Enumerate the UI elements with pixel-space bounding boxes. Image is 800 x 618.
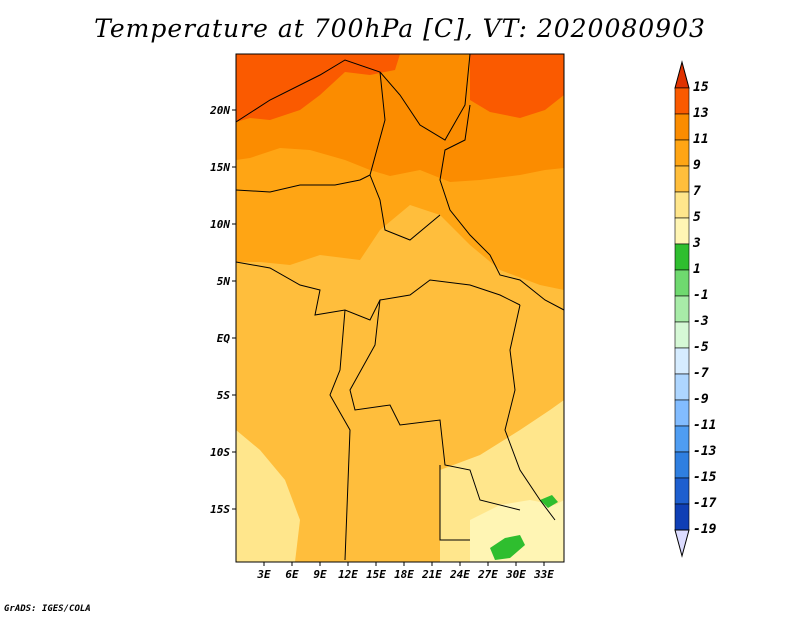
colorbar-swatch (674, 451, 690, 479)
colorbar-label: 11 (693, 132, 709, 147)
lat-label-5n: 5N (216, 275, 230, 288)
colorbar-swatch (674, 191, 690, 219)
field-1-3-b (540, 495, 558, 508)
colorbar-label: -5 (693, 340, 709, 355)
colorbar-label: 7 (693, 184, 701, 199)
lon-label-3e: 3E (257, 568, 271, 581)
colorbar-label: 15 (693, 80, 709, 95)
colorbar-label: -11 (693, 418, 717, 433)
lon-label-33e: 33E (534, 568, 554, 581)
colorbar-swatch (674, 139, 690, 167)
colorbar-bottom-arrow (674, 529, 690, 558)
lon-label-15e: 15E (366, 568, 386, 581)
colorbar-label: -7 (693, 366, 709, 381)
country-borders (236, 54, 564, 562)
axis-ticks (232, 109, 545, 566)
colorbar-label: -9 (693, 392, 709, 407)
colorbar-swatch (674, 347, 690, 375)
lat-label-eq: EQ (216, 332, 230, 345)
lon-label-9e: 9E (313, 568, 327, 581)
lon-label-30e: 30E (506, 568, 526, 581)
colorbar-label: 9 (693, 158, 701, 173)
colorbar-label: 5 (693, 210, 701, 225)
colorbar-swatch (674, 269, 690, 297)
colorbar (674, 60, 690, 558)
lat-label-20n: 20N (210, 104, 230, 117)
colorbar-swatch (674, 399, 690, 427)
colorbar-swatch (674, 165, 690, 193)
colorbar-label: -13 (693, 444, 717, 459)
colorbar-label: -17 (693, 496, 717, 511)
colorbar-label: 3 (693, 236, 701, 251)
colorbar-swatch (674, 321, 690, 349)
field-13-15 (236, 54, 400, 122)
lat-label-5s: 5S (216, 389, 230, 402)
lon-label-6e: 6E (285, 568, 299, 581)
lat-label-10n: 10N (210, 218, 230, 231)
lat-label-10s: 10S (210, 446, 230, 459)
lon-label-18e: 18E (394, 568, 414, 581)
colorbar-label: -15 (693, 470, 717, 485)
credit-text: GrADS: IGES/COLA (4, 604, 91, 614)
chart-title: Temperature at 700hPa [C], VT: 202008090… (94, 14, 706, 43)
colorbar-swatch (674, 87, 690, 115)
colorbar-label: 1 (693, 262, 701, 277)
lon-label-24e: 24E (450, 568, 470, 581)
colorbar-label: -3 (693, 314, 709, 329)
temperature-field (236, 54, 564, 562)
lat-label-15s: 15S (210, 503, 230, 516)
colorbar-swatch (674, 217, 690, 245)
colorbar-label: -19 (693, 522, 717, 537)
lon-label-12e: 12E (338, 568, 358, 581)
colorbar-swatch (674, 243, 690, 271)
lat-label-15n: 15N (210, 161, 230, 174)
lon-label-27e: 27E (478, 568, 498, 581)
map-frame (235, 53, 565, 563)
colorbar-top-arrow (674, 60, 690, 89)
colorbar-label: -1 (693, 288, 709, 303)
colorbar-label: 13 (693, 106, 709, 121)
colorbar-swatch (674, 477, 690, 505)
lon-label-21e: 21E (422, 568, 442, 581)
field-13-15-east (470, 54, 564, 118)
colorbar-swatch (674, 373, 690, 401)
field-5-7-west (236, 430, 300, 562)
colorbar-swatch (674, 113, 690, 141)
colorbar-swatch (674, 425, 690, 453)
field-1-3-a (490, 535, 525, 560)
colorbar-swatch (674, 503, 690, 531)
colorbar-swatch (674, 295, 690, 323)
